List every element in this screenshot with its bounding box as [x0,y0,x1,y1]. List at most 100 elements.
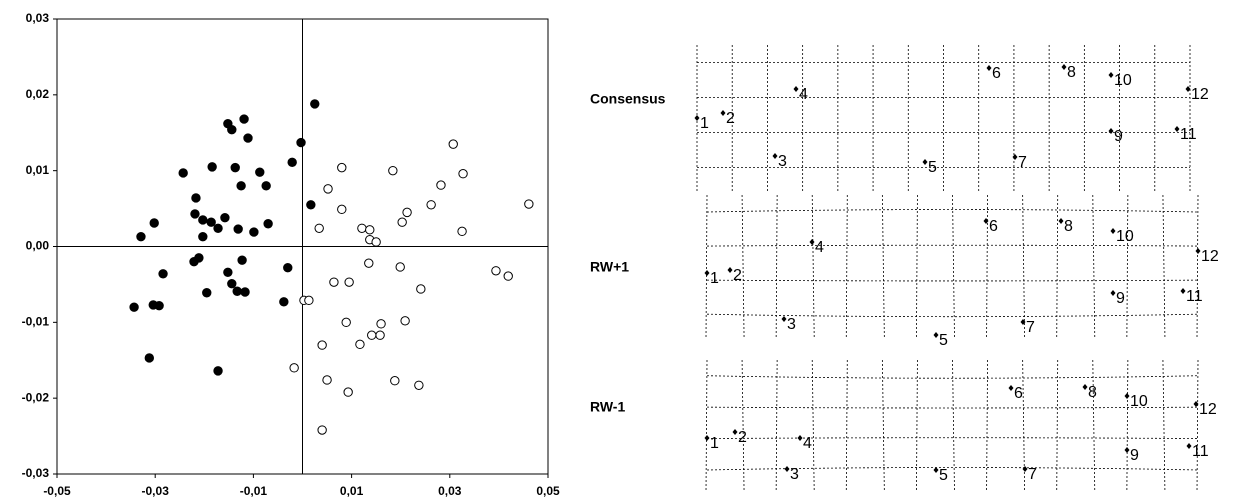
landmark [1186,443,1192,449]
point [337,162,347,173]
grid-line [741,359,745,493]
landmark [983,218,989,224]
landmark [704,270,710,276]
point [227,278,237,289]
point [283,263,293,273]
landmark-label: 2 [726,110,735,127]
grid-line [986,359,988,493]
landmark-label: 3 [778,153,787,170]
grid-line [811,359,815,493]
landmark-label: 4 [815,239,824,256]
point [337,204,347,215]
landmark [772,153,778,159]
grid-line [706,375,1199,379]
grid-line [706,244,1199,247]
landmark [1012,154,1018,160]
landmark-label: 5 [928,159,937,176]
landmark [1008,385,1014,391]
point [355,339,365,350]
grid-line [1162,194,1166,339]
grid-line [1162,359,1166,493]
point [198,231,208,242]
point [158,269,168,279]
landmark-label: 6 [992,65,1001,82]
landmark-label: 2 [733,267,742,284]
point [189,256,199,267]
point [129,302,139,312]
landmark [1020,319,1026,325]
point [395,262,405,272]
point [149,218,159,228]
landmark-label: 6 [1014,385,1023,402]
landmark-label: 12 [1199,401,1217,418]
point [357,223,367,234]
point [261,181,271,191]
point [317,425,327,435]
point [310,99,320,109]
landmark [732,429,738,435]
point [416,284,426,294]
grid-line [706,279,1199,282]
point [458,169,468,179]
grid-line [1092,359,1096,493]
point [306,200,316,210]
point [154,300,164,311]
point [233,224,243,234]
y-tick-label: -0,02 [22,390,50,404]
grid-label: RW-1 [590,399,625,415]
point [249,227,259,237]
landmark [1108,128,1114,134]
landmark [784,466,790,472]
landmark-label: 4 [799,86,808,103]
point [317,340,327,350]
landmark-label: 1 [710,270,719,287]
grid-line [706,209,1199,213]
landmark-label: 12 [1201,248,1219,265]
point [367,330,377,340]
landmark [797,435,803,441]
point [207,162,217,172]
landmark-label: 3 [790,466,799,483]
point [144,353,155,363]
point [329,277,339,287]
point [206,217,216,227]
landmark [986,65,992,71]
grid-line [706,313,1199,318]
point [227,125,237,135]
point [400,316,410,326]
point [263,219,273,229]
point [414,380,424,390]
landmark-label: 4 [803,435,812,452]
landmark [727,267,733,273]
landmark-label: 2 [738,429,747,446]
landmark [1110,228,1116,234]
landmark [1124,447,1130,453]
y-tick-label: 0,01 [26,163,50,177]
landmark [694,115,700,121]
landmark [1110,290,1116,296]
grid-line [1196,194,1199,339]
point [524,199,534,209]
point [232,286,242,296]
grid-line [811,194,815,339]
grid-line [1126,194,1129,339]
landmark [1108,72,1114,78]
landmark [809,239,815,245]
x-tick-label: 0,01 [340,484,364,498]
landmark [1022,466,1028,472]
point [178,168,188,178]
point [457,226,467,237]
landmark [720,110,726,116]
landmark-label: 5 [939,332,948,349]
point [243,133,253,143]
landmark-label: 7 [1026,319,1035,336]
landmark-label: 12 [1191,86,1209,103]
landmark-label: 8 [1067,64,1076,81]
point [136,231,146,242]
point [402,207,412,218]
point [397,217,407,227]
point [390,376,400,386]
grid-line [1092,194,1096,339]
point [304,295,314,306]
